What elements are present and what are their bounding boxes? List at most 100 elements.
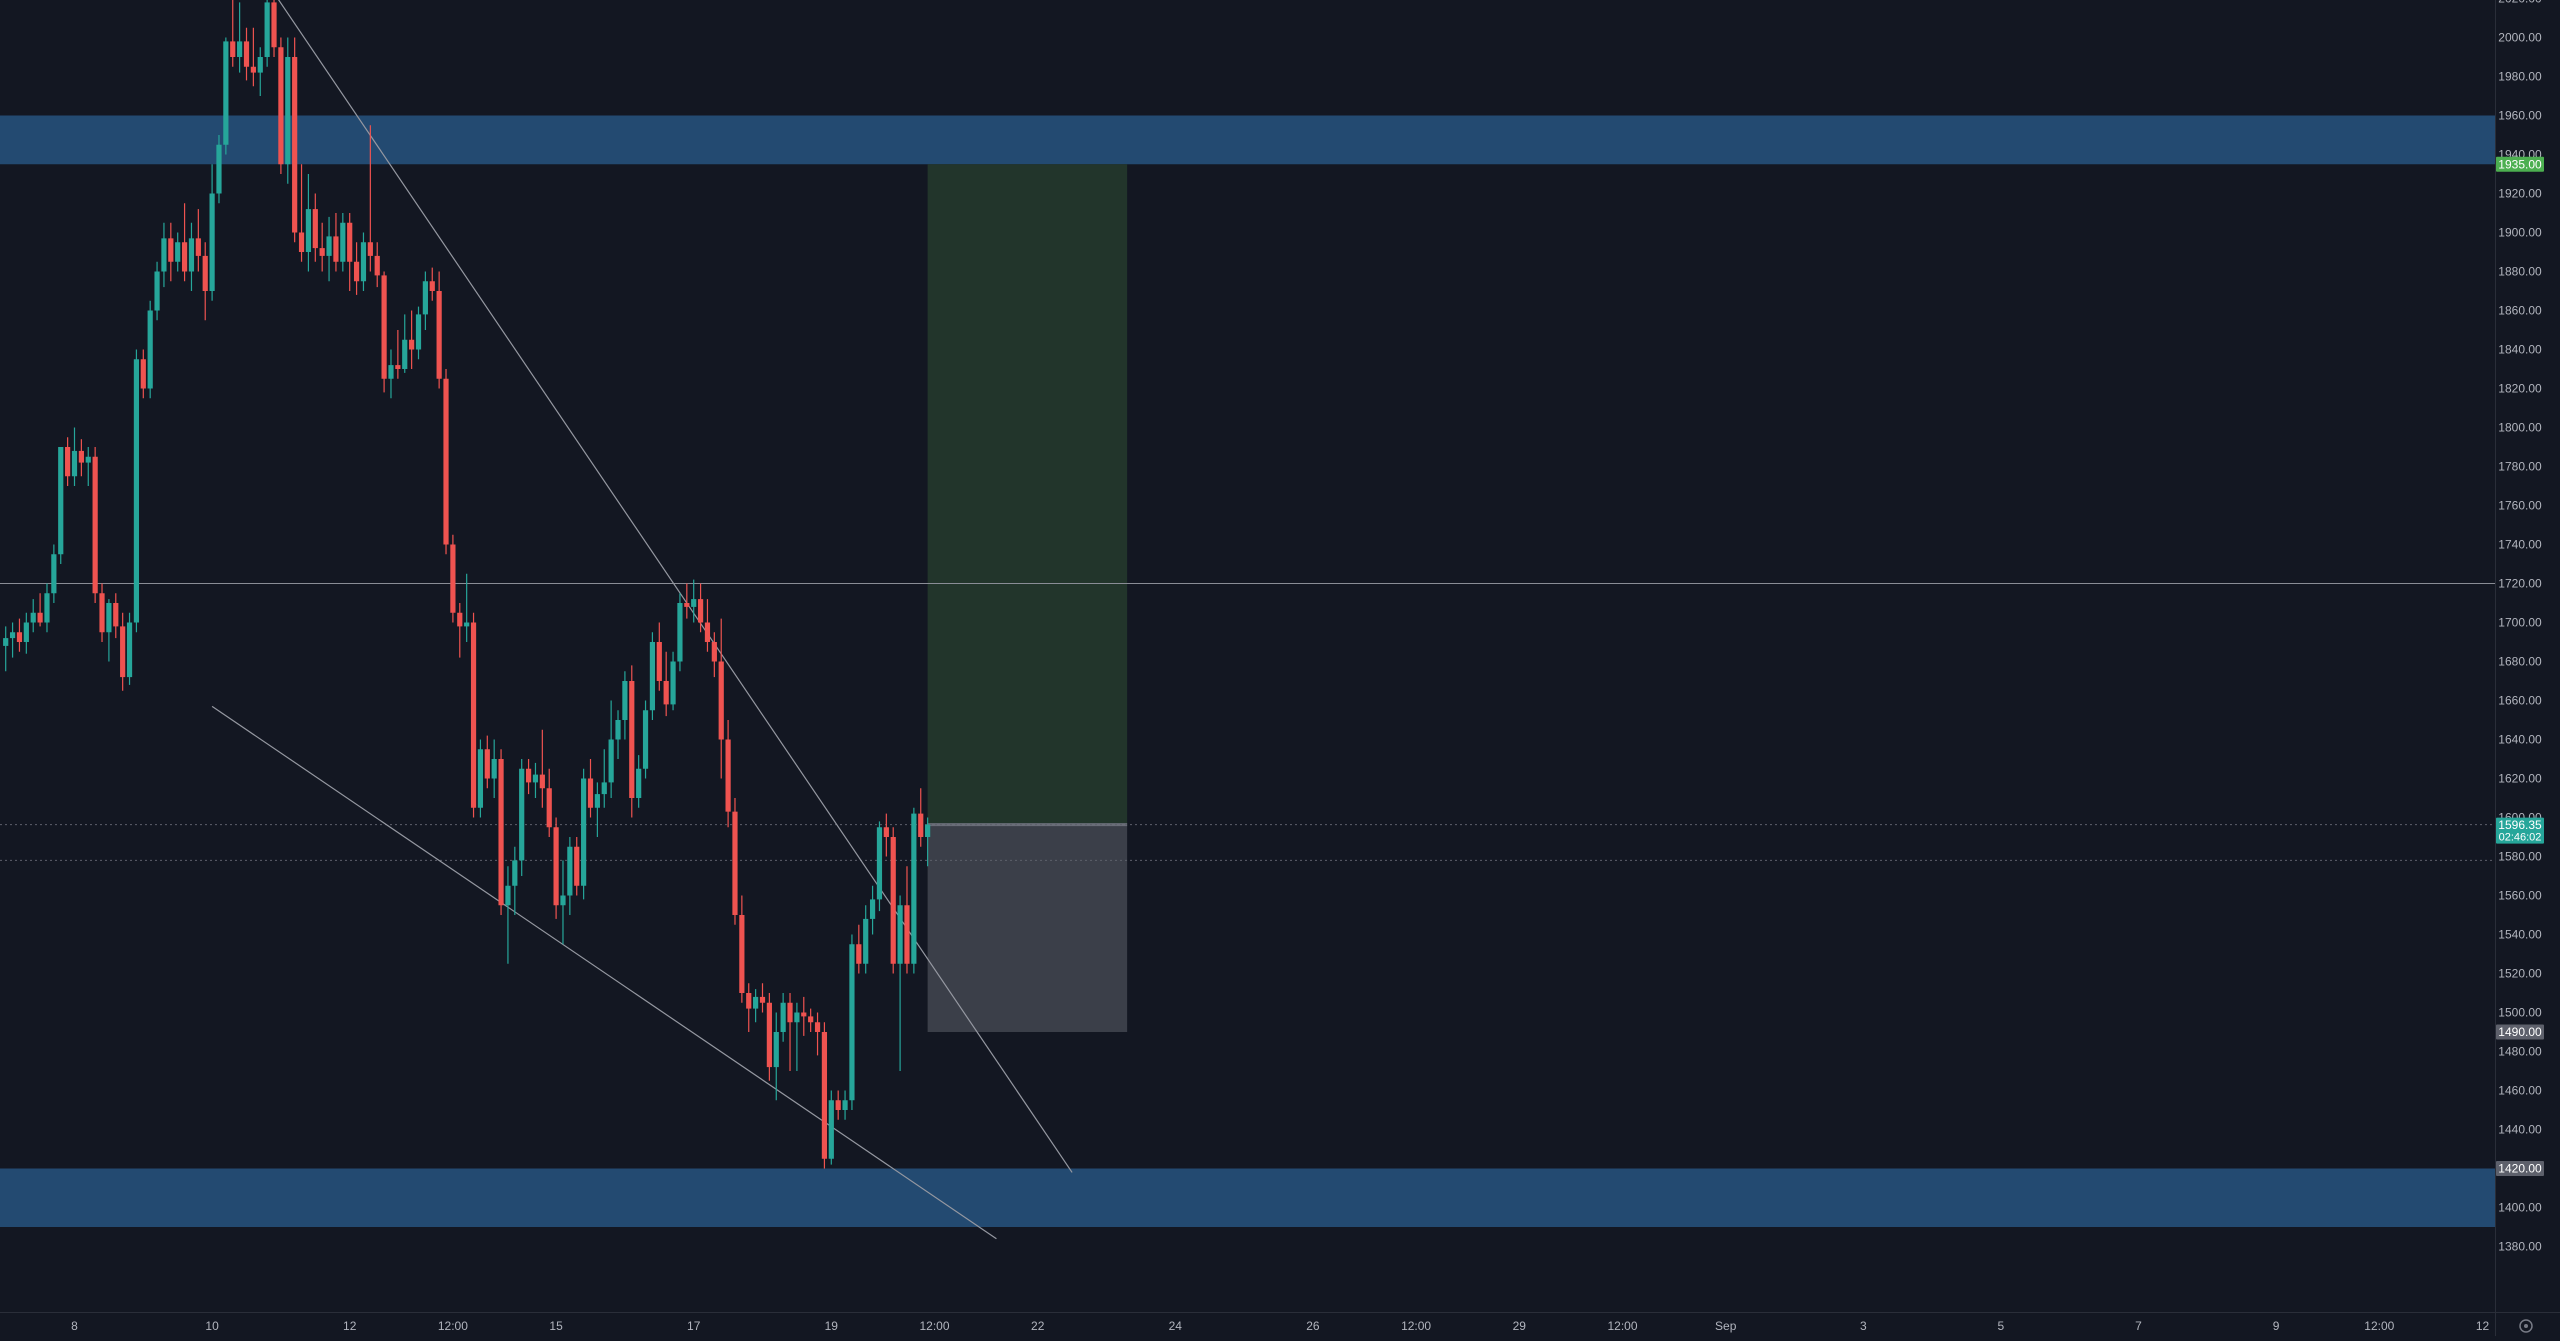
candle-body: [670, 661, 676, 705]
candle: [594, 782, 600, 837]
x-tick-label: 12:00: [919, 1319, 949, 1333]
support-resistance-zone[interactable]: [0, 115, 2495, 165]
candle-body: [622, 681, 628, 720]
candle-body: [415, 314, 422, 350]
candle: [85, 447, 91, 486]
candle-body: [360, 242, 367, 282]
candle-body: [237, 41, 243, 57]
candle: [457, 603, 463, 658]
price-axis[interactable]: 2020.002000.001980.001960.001940.001920.…: [2495, 0, 2543, 1336]
candle: [381, 271, 387, 393]
candle-body: [691, 599, 697, 607]
candle: [92, 447, 98, 603]
candle-body: [732, 811, 738, 915]
x-tick-label: 9: [2273, 1319, 2280, 1333]
trendline[interactable]: [211, 705, 997, 1240]
x-tick-label: 22: [1031, 1319, 1045, 1333]
x-tick-label: 7: [2135, 1319, 2142, 1333]
support-resistance-zone[interactable]: [0, 1168, 2495, 1228]
candle: [374, 242, 380, 288]
candle-body: [16, 632, 23, 642]
candle: [367, 125, 373, 272]
candle-body: [766, 1002, 772, 1068]
position-layer: [927, 164, 1128, 1032]
candle-body: [216, 144, 222, 194]
candle: [333, 213, 339, 272]
price-label-badge: [2496, 1024, 2544, 1040]
candle: [560, 860, 566, 945]
candle: [732, 798, 738, 925]
y-tick-label: 1880.00: [2498, 265, 2542, 279]
candle-body: [126, 622, 133, 678]
candle: [677, 593, 683, 672]
candle: [298, 164, 305, 262]
position-stop-area[interactable]: [927, 824, 1128, 1032]
candle: [113, 593, 119, 639]
candle: [505, 866, 511, 964]
candle: [422, 271, 428, 330]
candle-body: [828, 1100, 834, 1159]
candle: [814, 1012, 821, 1056]
candle-body: [175, 242, 181, 262]
price-labels-layer: 1935.001600.001596.3502:46:021490.001420…: [2496, 156, 2544, 1176]
candle-body: [450, 544, 456, 613]
candle-body: [759, 996, 766, 1003]
candle: [608, 700, 614, 798]
trendline[interactable]: [267, 0, 1073, 1173]
y-tick-label: 1400.00: [2498, 1201, 2542, 1215]
position-target-area[interactable]: [927, 164, 1128, 825]
candle: [409, 310, 415, 369]
y-tick-label: 1900.00: [2498, 226, 2542, 240]
candle-body: [684, 603, 690, 607]
candle: [16, 618, 23, 652]
candle-body: [677, 603, 683, 662]
candle: [897, 895, 903, 1071]
candle-body: [477, 749, 484, 808]
candle: [106, 599, 112, 662]
candle: [759, 983, 766, 1013]
candle: [876, 821, 883, 912]
candle: [532, 762, 539, 798]
candle: [30, 599, 36, 633]
candle: [9, 622, 16, 658]
candle-body: [436, 291, 442, 379]
candle-body: [594, 794, 600, 808]
candle: [264, 0, 270, 67]
candle: [285, 37, 291, 184]
candle-body: [484, 749, 490, 779]
candle: [58, 447, 64, 564]
candle-body: [305, 209, 312, 252]
candle: [794, 1002, 800, 1071]
candle: [581, 768, 587, 900]
candle-body: [746, 993, 752, 1009]
price-label-text: 1490.00: [2498, 1025, 2542, 1039]
candle: [519, 759, 525, 876]
candle: [808, 1008, 814, 1032]
candle-body: [574, 846, 580, 886]
candle-body: [883, 827, 889, 837]
candle: [546, 768, 552, 837]
candle: [766, 993, 772, 1081]
time-axis[interactable]: 8 10 12 12:00 15 17 19 12:00 22 24 26 12:00 29 12:00 S…: [0, 1312, 2560, 1334]
candle-body: [106, 603, 112, 633]
candle: [133, 349, 140, 633]
settings-gear-icon[interactable]: [2519, 1319, 2533, 1333]
candle-body: [23, 622, 29, 642]
candle: [3, 626, 9, 672]
x-tick-label: 12:00: [1401, 1319, 1431, 1333]
horizontal-lines-layer: [0, 583, 2495, 861]
candle: [697, 583, 704, 633]
candle-body: [3, 638, 9, 646]
y-tick-label: 1960.00: [2498, 109, 2542, 123]
candle-body: [863, 918, 869, 964]
y-tick-label: 1840.00: [2498, 343, 2542, 357]
candle: [347, 213, 353, 291]
y-tick-label: 1760.00: [2498, 499, 2542, 513]
candle-body: [560, 895, 566, 906]
y-tick-label: 1800.00: [2498, 421, 2542, 435]
candle: [402, 314, 408, 373]
candle-body: [849, 944, 855, 1101]
